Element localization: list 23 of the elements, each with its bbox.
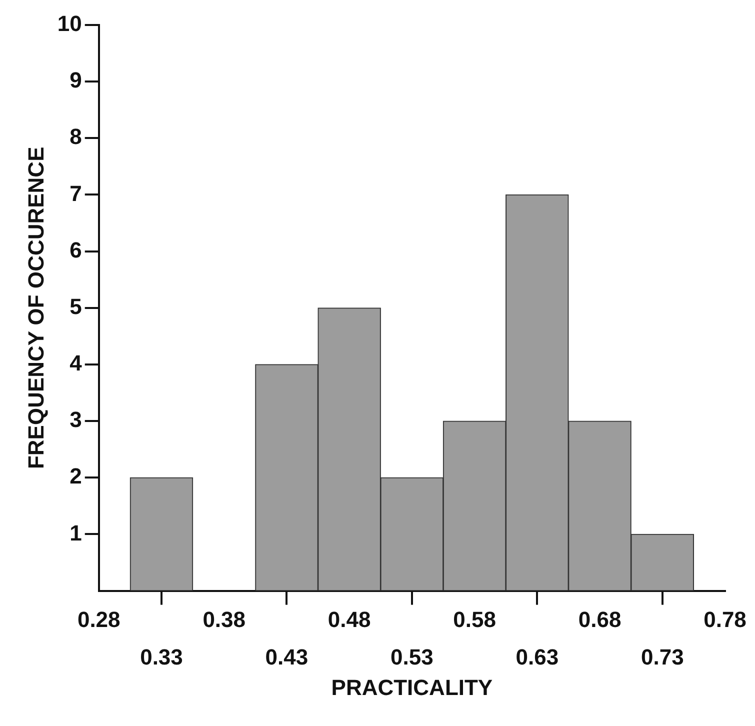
x2-tick-label: 0.53	[390, 644, 434, 670]
y-tick-label: 4	[70, 350, 83, 376]
x-tick-label: 0.48	[328, 607, 371, 632]
y-tick-label: 3	[70, 407, 82, 432]
x2-tick-label: 0.73	[640, 644, 684, 670]
x-tick-label: 0.38	[202, 607, 246, 632]
x2-tick-label: 0.33	[140, 644, 183, 670]
x-tick-label: 0.78	[704, 607, 746, 632]
x2-tick-label: 0.63	[516, 644, 559, 670]
y-tick-label: 5	[70, 294, 82, 319]
x-tick-label: 0.58	[453, 607, 496, 632]
x-tick-label: 0.28	[77, 607, 120, 632]
y-tick-label: 9	[70, 68, 82, 93]
y-tick-label: 7	[70, 180, 82, 206]
y-tick-label: 10	[57, 11, 82, 36]
y-tick-label: 2	[70, 464, 82, 489]
y-tick-label: 6	[70, 237, 82, 262]
y-tick-label: 1	[70, 520, 82, 546]
x2-tick-label: 0.43	[265, 644, 308, 670]
y-tick-label: 8	[70, 124, 82, 150]
y-axis-title: FREQUENCY OF OCCURENCE	[23, 146, 48, 470]
x-axis-title: PRACTICALITY	[331, 674, 493, 700]
x-tick-label: 0.68	[578, 607, 622, 632]
